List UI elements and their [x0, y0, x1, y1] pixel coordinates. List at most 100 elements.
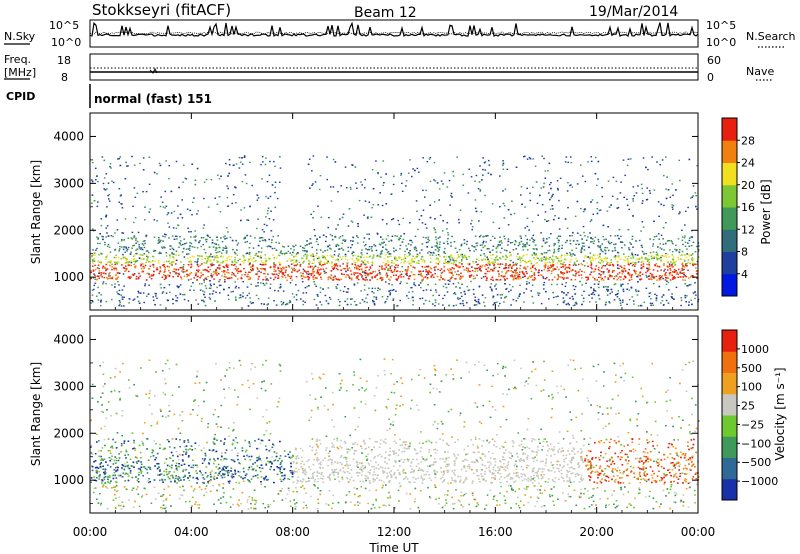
echo-cell: [453, 267, 455, 270]
echo-cell: [518, 275, 521, 278]
echo-cell: [653, 257, 655, 259]
echo-cell: [557, 241, 560, 244]
echo-cell: [98, 277, 101, 280]
echo-cell: [574, 270, 577, 272]
echo-cell: [138, 257, 141, 259]
echo-cell: [375, 296, 378, 299]
echo-cell: [207, 259, 210, 261]
echo-cell: [452, 170, 454, 173]
echo-cell: [181, 251, 184, 253]
echo-cell: [460, 254, 462, 256]
echo-cell: [302, 272, 304, 275]
echo-cell: [616, 267, 619, 269]
echo-cell: [358, 199, 361, 202]
echo-cell: [479, 265, 482, 268]
echo-cell: [105, 300, 108, 303]
echo-cell: [355, 268, 358, 270]
echo-cell: [517, 278, 520, 280]
echo-cell: [622, 278, 625, 280]
echo-cell: [601, 277, 604, 280]
echo-cell: [181, 199, 183, 201]
echo-cell: [257, 282, 259, 284]
echo-cell: [127, 276, 130, 279]
echo-cell: [596, 279, 599, 281]
echo-cell: [464, 255, 466, 258]
echo-cell: [315, 255, 317, 257]
echo-cell: [218, 268, 221, 270]
echo-cell: [474, 299, 476, 302]
echo-cell: [575, 272, 578, 274]
echo-cell: [229, 236, 232, 239]
echo-cell: [106, 254, 109, 256]
echo-cell: [348, 276, 351, 278]
echo-cell: [420, 274, 422, 277]
echo-cell: [526, 217, 529, 219]
echo-cell: [117, 276, 120, 278]
echo-cell: [334, 277, 337, 279]
echo-cell: [514, 269, 516, 272]
echo-cell: [674, 271, 676, 273]
echo-cell: [343, 285, 346, 288]
echo-cell: [526, 243, 528, 245]
echo-cell: [667, 266, 669, 268]
echo-cell: [504, 279, 506, 281]
echo-cell: [125, 268, 128, 270]
echo-cell: [116, 261, 119, 263]
echo-cell: [546, 261, 549, 264]
echo-cell: [558, 260, 560, 262]
echo-cell: [666, 253, 669, 256]
echo-cell: [652, 238, 655, 241]
echo-cell: [243, 267, 245, 270]
echo-cell: [522, 243, 524, 245]
echo-cell: [641, 250, 644, 253]
echo-cell: [526, 241, 528, 244]
echo-cell: [105, 269, 107, 272]
echo-cell: [221, 270, 223, 273]
echo-cell: [331, 265, 333, 268]
echo-cell: [203, 291, 206, 293]
echo-cell: [336, 259, 339, 261]
echo-cell: [314, 283, 316, 286]
echo-cell: [673, 260, 675, 262]
echo-cell: [157, 242, 159, 245]
echo-cell: [686, 285, 689, 287]
echo-cell: [535, 181, 538, 183]
echo-cell: [366, 301, 368, 304]
echo-cell: [294, 255, 297, 257]
echo-cell: [427, 241, 430, 243]
echo-cell: [111, 277, 114, 280]
echo-cell: [136, 192, 139, 194]
echo-cell: [231, 274, 233, 276]
echo-cell: [590, 201, 592, 203]
echo-cell: [316, 268, 319, 271]
echo-cell: [339, 289, 342, 292]
echo-cell: [626, 198, 628, 201]
echo-cell: [548, 198, 551, 201]
echo-cell: [622, 269, 625, 272]
echo-cell: [411, 261, 413, 264]
echo-cell: [210, 178, 213, 181]
echo-cell: [541, 253, 544, 255]
echo-cell: [151, 260, 154, 262]
echo-cell: [619, 258, 622, 260]
echo-cell: [188, 260, 191, 263]
echo-cell: [335, 264, 337, 267]
echo-cell: [225, 250, 228, 252]
echo-cell: [115, 274, 117, 276]
echo-cell: [247, 278, 250, 281]
echo-cell: [282, 267, 285, 270]
echo-cell: [465, 256, 467, 259]
echo-cell: [265, 157, 267, 159]
echo-cell: [152, 273, 155, 276]
echo-cell: [584, 235, 586, 237]
echo-cell: [671, 262, 674, 264]
echo-cell: [562, 301, 565, 304]
echo-cell: [483, 162, 486, 164]
echo-cell: [391, 235, 394, 238]
echo-cell: [524, 206, 526, 208]
echo-cell: [227, 264, 229, 267]
echo-cell: [534, 258, 537, 261]
echo-cell: [678, 251, 681, 254]
echo-cell: [552, 296, 555, 299]
echo-cell: [292, 269, 294, 271]
